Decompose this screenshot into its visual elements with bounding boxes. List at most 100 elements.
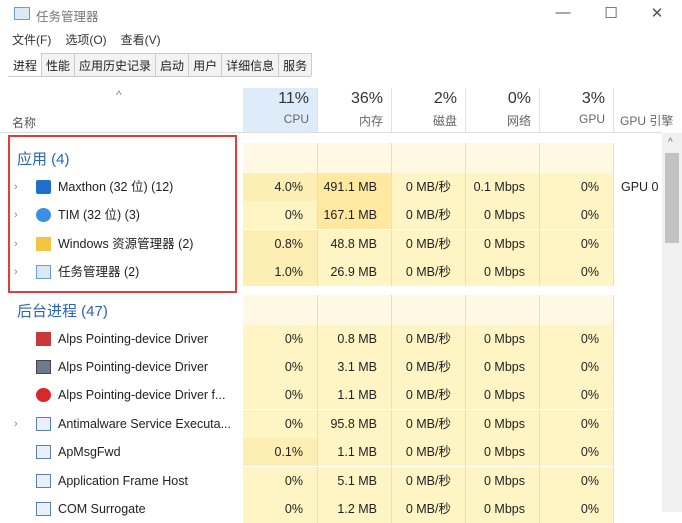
monitor-icon [36, 360, 51, 374]
scrollbar-thumb[interactable] [665, 153, 679, 243]
net-cell: 0 Mbps [466, 201, 540, 230]
group-header[interactable]: 应用 (4) [0, 143, 662, 173]
group-disk-cell [392, 143, 466, 173]
expand-chevron-icon[interactable]: › [14, 266, 18, 279]
table-row[interactable]: › 任务管理器 (2) 1.0% 26.9 MB 0 MB/秒 0 Mbps 0% [0, 258, 662, 287]
mem-cell: 1.1 MB [318, 381, 392, 410]
service-icon [36, 502, 51, 516]
tab-users[interactable]: 用户 [188, 53, 223, 76]
disk-cell: 0 MB/秒 [392, 409, 466, 438]
cpu-cell: 1.0% [243, 258, 318, 287]
group-label: 应用 (4) [17, 151, 70, 168]
scrollbar[interactable]: ^ [662, 133, 682, 512]
group-cpu-cell [243, 294, 318, 325]
net-cell: 0 Mbps [466, 229, 540, 258]
table-row[interactable]: ApMsgFwd 0.1% 1.1 MB 0 MB/秒 0 Mbps 0% [0, 438, 662, 467]
gpu-engine-cell [614, 325, 662, 353]
expand-chevron-icon[interactable]: › [14, 209, 18, 222]
cpu-cell: 0.1% [243, 438, 318, 467]
gpu-engine-cell [614, 467, 662, 495]
net-cell: 0 Mbps [466, 438, 540, 467]
maximize-button[interactable]: ☐ [604, 5, 618, 22]
net-cell: 0.1 Mbps [466, 173, 540, 201]
group-header[interactable]: 后台进程 (47) [0, 294, 662, 325]
menu-bar: 文件(F) 选项(O) 查看(V) [12, 31, 161, 48]
scroll-up-icon[interactable]: ^ [668, 137, 673, 148]
table-row[interactable]: › Maxthon (32 位) (12) 4.0% 491.1 MB 0 MB/秒 0.… [0, 173, 662, 201]
cpu-cell: 0% [243, 466, 318, 495]
maxthon-icon [36, 180, 51, 194]
column-memory[interactable]: 36% 内存 [318, 88, 392, 132]
net-cell: 0 Mbps [466, 495, 540, 523]
gpu-cell: 0% [540, 201, 614, 230]
service-icon [36, 416, 51, 431]
column-network[interactable]: 0% 网络 [466, 88, 540, 132]
gpu-engine-cell [614, 201, 662, 229]
column-cpu[interactable]: 11% CPU [243, 88, 318, 132]
process-name: Alps Pointing-device Driver [58, 331, 209, 346]
cpu-cell: 0% [243, 381, 318, 410]
window-title: 任务管理器 [36, 10, 99, 24]
menu-view[interactable]: 查看(V) [120, 33, 161, 47]
folder-icon [36, 236, 51, 251]
mem-cell: 1.1 MB [318, 438, 392, 467]
table-row[interactable]: Alps Pointing-device Driver f... 0% 1.1 MB… [0, 381, 662, 410]
minimize-button[interactable]: — [555, 4, 571, 21]
net-cell: 0 Mbps [466, 466, 540, 495]
gpu-engine-cell: GPU 0 [621, 180, 659, 194]
table-row[interactable]: › TIM (32 位) (3) 0% 167.1 MB 0 MB/秒 0 Mbps 0% [0, 201, 662, 230]
column-name[interactable]: 名称 [12, 116, 37, 130]
close-button[interactable]: ✕ [650, 5, 664, 22]
group-mem-cell [318, 143, 392, 173]
disk-cell: 0 MB/秒 [392, 353, 466, 381]
table-row[interactable]: Application Frame Host 0% 5.1 MB 0 MB/秒 0 Mb… [0, 466, 662, 495]
column-disk[interactable]: 2% 磁盘 [392, 88, 466, 132]
process-name: 任务管理器 (2) [58, 265, 140, 280]
menu-options[interactable]: 选项(O) [65, 33, 107, 47]
mem-cell: 95.8 MB [318, 409, 392, 438]
disk-total: 2% [433, 90, 457, 107]
tab-services[interactable]: 服务 [278, 53, 313, 76]
cpu-cell: 0% [243, 324, 318, 353]
group-net-cell [466, 294, 540, 325]
gpu-cell: 0% [540, 409, 614, 438]
cpu-label: CPU [283, 112, 309, 126]
expand-chevron-icon[interactable]: › [14, 417, 18, 430]
process-name: Antimalware Service Executa... [58, 416, 231, 431]
cpu-cell: 0% [243, 409, 318, 438]
gpu-cell: 0% [540, 381, 614, 410]
table-row[interactable]: COM Surrogate 0% 1.2 MB 0 MB/秒 0 Mbps 0% [0, 495, 662, 523]
menu-file[interactable]: 文件(F) [12, 33, 52, 47]
table-row[interactable]: › Antimalware Service Executa... 0% 95.8 MB… [0, 409, 662, 438]
column-gpu[interactable]: 3% GPU [540, 88, 614, 132]
gpu-engine-label: GPU 引擎 [620, 114, 674, 128]
expand-chevron-icon[interactable]: › [14, 181, 18, 193]
disk-cell: 0 MB/秒 [392, 201, 466, 230]
group-label: 后台进程 (47) [17, 302, 108, 320]
gpu-engine-cell [614, 438, 662, 466]
mem-cell: 26.9 MB [318, 258, 392, 287]
net-cell: 0 Mbps [466, 258, 540, 287]
net-cell: 0 Mbps [466, 381, 540, 410]
process-name: TIM (32 位) (3) [58, 208, 140, 223]
process-name: Application Frame Host [58, 473, 188, 488]
network-total: 0% [507, 90, 531, 107]
expand-chevron-icon[interactable]: › [14, 237, 18, 250]
group-net-cell [466, 143, 540, 173]
tab-processes[interactable]: 进程 [8, 53, 43, 76]
disk-cell: 0 MB/秒 [392, 466, 466, 495]
table-row[interactable]: Alps Pointing-device Driver 0% 3.1 MB 0 MB/… [0, 353, 662, 381]
gpu-engine-cell [614, 410, 662, 438]
column-gpu-engine[interactable]: GPU 引擎 [614, 88, 676, 132]
table-row[interactable]: › Windows 资源管理器 (2) 0.8% 48.8 MB 0 MB/秒 0 Mbp… [0, 229, 662, 258]
mem-cell: 5.1 MB [318, 466, 392, 495]
disk-cell: 0 MB/秒 [392, 229, 466, 258]
disk-label: 磁盘 [432, 114, 457, 128]
process-name: Windows 资源管理器 (2) [58, 236, 194, 251]
disk-cell: 0 MB/秒 [392, 495, 466, 523]
process-name: COM Surrogate [58, 502, 146, 516]
table-row[interactable]: Alps Pointing-device Driver 0% 0.8 MB 0 MB/… [0, 324, 662, 353]
gpu-engine-cell [614, 230, 662, 258]
tab-app-history[interactable]: 应用历史记录 [74, 53, 157, 76]
group-mem-cell [318, 294, 392, 325]
